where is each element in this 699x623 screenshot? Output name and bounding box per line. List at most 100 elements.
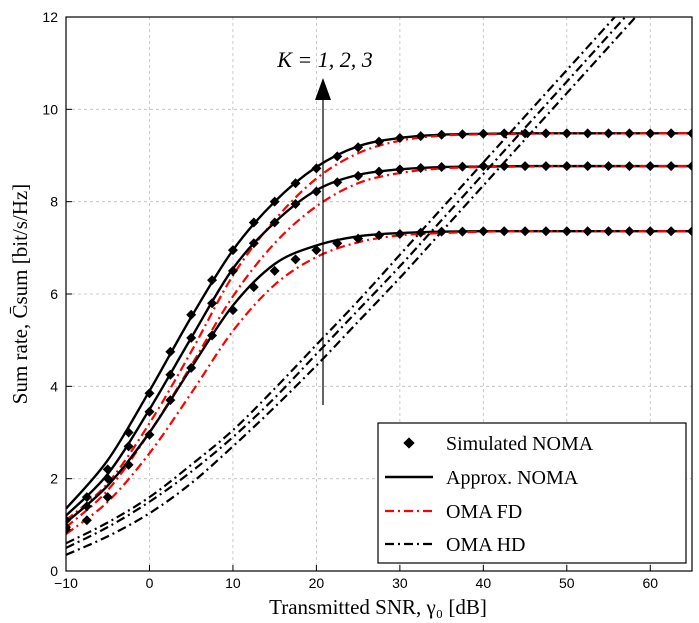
y-tick-label: 0 [50, 563, 58, 579]
simulated-point-k-2 [520, 161, 531, 172]
simulated-point-k-3 [540, 226, 551, 237]
simulated-point-k-3 [645, 226, 656, 237]
simulated-point-k-2 [687, 161, 692, 172]
simulated-point-k-2 [645, 161, 656, 172]
legend-label-approx: Approx. NOMA [446, 467, 579, 489]
simulated-point-k-2 [540, 161, 551, 172]
x-tick-label: 40 [476, 575, 492, 591]
series-line-approx-noma-k-1 [66, 132, 692, 510]
y-tick-label: 2 [50, 471, 58, 487]
legend: Simulated NOMA Approx. NOMA OMA FD OMA H… [377, 422, 687, 564]
simulated-point-k-3 [624, 226, 635, 237]
simulated-point-k-1 [207, 275, 218, 286]
simulated-point-k-3 [499, 226, 510, 237]
simulated-point-k-3 [248, 282, 259, 293]
simulated-point-k-1 [248, 217, 259, 228]
simulated-point-k-1 [374, 136, 384, 147]
x-tick-label: 20 [309, 575, 325, 591]
y-tick-label: 8 [50, 194, 58, 210]
simulated-point-k-1 [311, 163, 322, 174]
simulated-point-k-3 [457, 226, 468, 237]
simulated-point-k-3 [102, 492, 113, 503]
simulated-point-k-1 [645, 128, 656, 139]
annotation-arrowhead [315, 78, 331, 100]
simulated-point-k-1 [582, 128, 593, 139]
simulated-point-k-2 [207, 298, 218, 309]
simulated-point-k-1 [436, 129, 447, 140]
simulated-point-k-2 [102, 473, 113, 484]
simulated-point-k-1 [123, 427, 134, 438]
simulated-point-k-2 [311, 186, 322, 197]
simulated-point-k-2 [165, 369, 176, 380]
x-tick-label: −10 [54, 575, 78, 591]
simulated-point-k-2 [666, 161, 677, 172]
simulated-point-k-2 [123, 441, 134, 452]
simulated-point-k-2 [478, 161, 489, 172]
simulated-point-k-1 [144, 388, 155, 399]
legend-label-oma-fd: OMA FD [446, 501, 522, 523]
simulated-point-k-2 [499, 161, 510, 172]
simulated-point-k-3 [269, 265, 280, 276]
simulated-point-k-2 [269, 217, 280, 228]
simulated-point-k-1 [666, 128, 677, 139]
simulated-point-k-3 [144, 429, 155, 440]
simulated-point-k-1 [415, 131, 426, 142]
simulated-point-k-3 [81, 515, 92, 526]
y-tick-label: 4 [50, 378, 58, 394]
simulated-point-k-1 [561, 128, 572, 139]
simulated-point-k-2 [415, 162, 426, 173]
simulated-point-k-3 [666, 226, 677, 237]
simulated-point-k-1 [66, 515, 71, 526]
annotation-label: K = 1, 2, 3 [276, 47, 373, 72]
x-axis-label: Transmitted SNR, γ₀ [dB] [269, 595, 487, 619]
simulated-point-k-3 [66, 524, 71, 535]
series-line-oma-hd-k-3 [66, 17, 638, 556]
simulated-point-k-3 [415, 227, 426, 238]
simulated-point-k-1 [457, 129, 468, 140]
simulated-point-k-3 [227, 305, 238, 316]
y-tick-label: 6 [50, 286, 58, 302]
simulated-point-k-1 [332, 151, 343, 162]
simulated-point-k-1 [499, 128, 510, 139]
y-tick-label: 10 [42, 101, 58, 117]
simulated-point-k-2 [290, 198, 301, 209]
simulated-point-k-3 [520, 226, 531, 237]
annotation: K = 1, 2, 3 [276, 47, 373, 405]
simulated-point-k-1 [520, 128, 531, 139]
simulated-point-k-2 [353, 170, 364, 181]
simulated-point-k-2 [332, 177, 343, 188]
simulated-point-k-3 [165, 395, 176, 406]
simulated-point-k-3 [374, 230, 384, 241]
simulated-point-k-2 [81, 501, 92, 512]
simulated-point-k-1 [102, 464, 113, 475]
simulated-point-k-2 [582, 161, 593, 172]
simulated-point-k-1 [540, 128, 551, 139]
marker-layer [66, 128, 692, 535]
simulated-point-k-1 [603, 128, 614, 139]
x-tick-label: 30 [392, 575, 408, 591]
simulated-point-k-3 [687, 226, 692, 237]
simulated-point-k-1 [290, 178, 301, 189]
simulated-point-k-3 [603, 226, 614, 237]
x-tick-label: 50 [559, 575, 575, 591]
simulated-point-k-3 [394, 228, 405, 239]
simulated-point-k-3 [478, 226, 489, 237]
simulated-point-k-3 [582, 226, 593, 237]
simulated-point-k-1 [81, 492, 92, 503]
legend-box [377, 422, 687, 564]
simulated-point-k-1 [687, 128, 692, 139]
simulated-point-k-2 [227, 265, 238, 276]
legend-label-oma-hd: OMA HD [446, 534, 525, 556]
simulated-point-k-3 [332, 238, 343, 249]
simulated-point-k-2 [603, 161, 614, 172]
simulated-point-k-3 [123, 459, 134, 470]
x-tick-label: 60 [642, 575, 658, 591]
simulated-point-k-2 [624, 161, 635, 172]
simulated-point-k-2 [374, 166, 384, 177]
simulated-point-k-3 [353, 233, 364, 244]
y-axis-label: Sum rate, C̄sum [bit/s/Hz] [8, 184, 32, 404]
simulated-point-k-3 [561, 226, 572, 237]
simulated-point-k-2 [561, 161, 572, 172]
